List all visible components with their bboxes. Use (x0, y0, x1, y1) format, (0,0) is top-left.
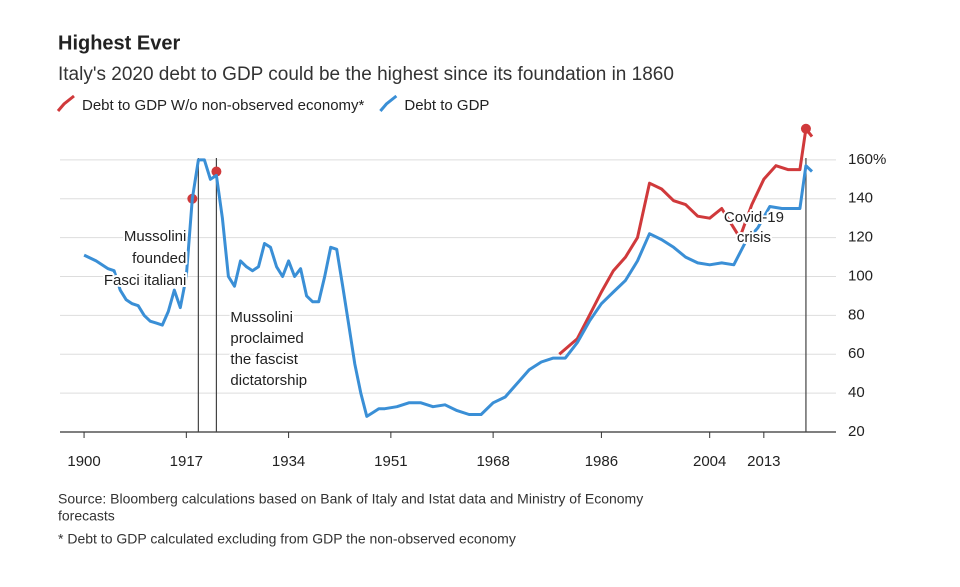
annotation-text: the fascist (230, 351, 298, 368)
annotation-text: Covid-19 (724, 209, 784, 226)
chart-title: Highest Ever (58, 32, 180, 54)
line (558, 127, 814, 356)
legend-label: Debt to GDP W/o non-observed economy* (82, 97, 365, 114)
x-tick-label: 1900 (67, 453, 100, 470)
legend-swatch (379, 94, 398, 112)
note: * Debt to GDP calculated excluding from … (58, 531, 516, 547)
y-tick-label: 40 (848, 384, 865, 401)
y-tick-label: 60 (848, 345, 865, 362)
x-tick-label: 2013 (747, 453, 780, 470)
source: Source: Bloomberg calculations based on … (58, 491, 643, 507)
annotation-text: Mussolini (230, 309, 293, 326)
annotation-text: Fasci italiani (104, 272, 187, 289)
x-tick-label: 1968 (476, 453, 509, 470)
annotation-text: founded (132, 250, 186, 267)
chart-subtitle: Italy's 2020 debt to GDP could be the hi… (58, 64, 674, 85)
x-tick-label: 1934 (272, 453, 305, 470)
x-tick-label: 1986 (585, 453, 618, 470)
annotation-text: dictatorship (230, 372, 307, 389)
y-tick-label: 140 (848, 190, 873, 207)
y-tick-label: 20 (848, 423, 865, 440)
x-tick-label: 1951 (374, 453, 407, 470)
line (83, 158, 814, 418)
y-tick-label: 120 (848, 229, 873, 246)
x-tick-label: 2004 (693, 453, 726, 470)
y-tick-label: 160% (848, 151, 886, 168)
source: forecasts (58, 508, 115, 524)
annotation-text: proclaimed (230, 330, 303, 347)
point (211, 166, 222, 177)
y-tick-label: 80 (848, 306, 865, 323)
legend-label: Debt to GDP (404, 97, 489, 114)
y-tick-label: 100 (848, 267, 873, 284)
annotation-text: crisis (737, 229, 771, 246)
legend-swatch (56, 94, 75, 112)
x-tick-label: 1917 (170, 453, 203, 470)
annotation-text: Mussolini (124, 228, 187, 245)
peak-point (800, 123, 811, 134)
